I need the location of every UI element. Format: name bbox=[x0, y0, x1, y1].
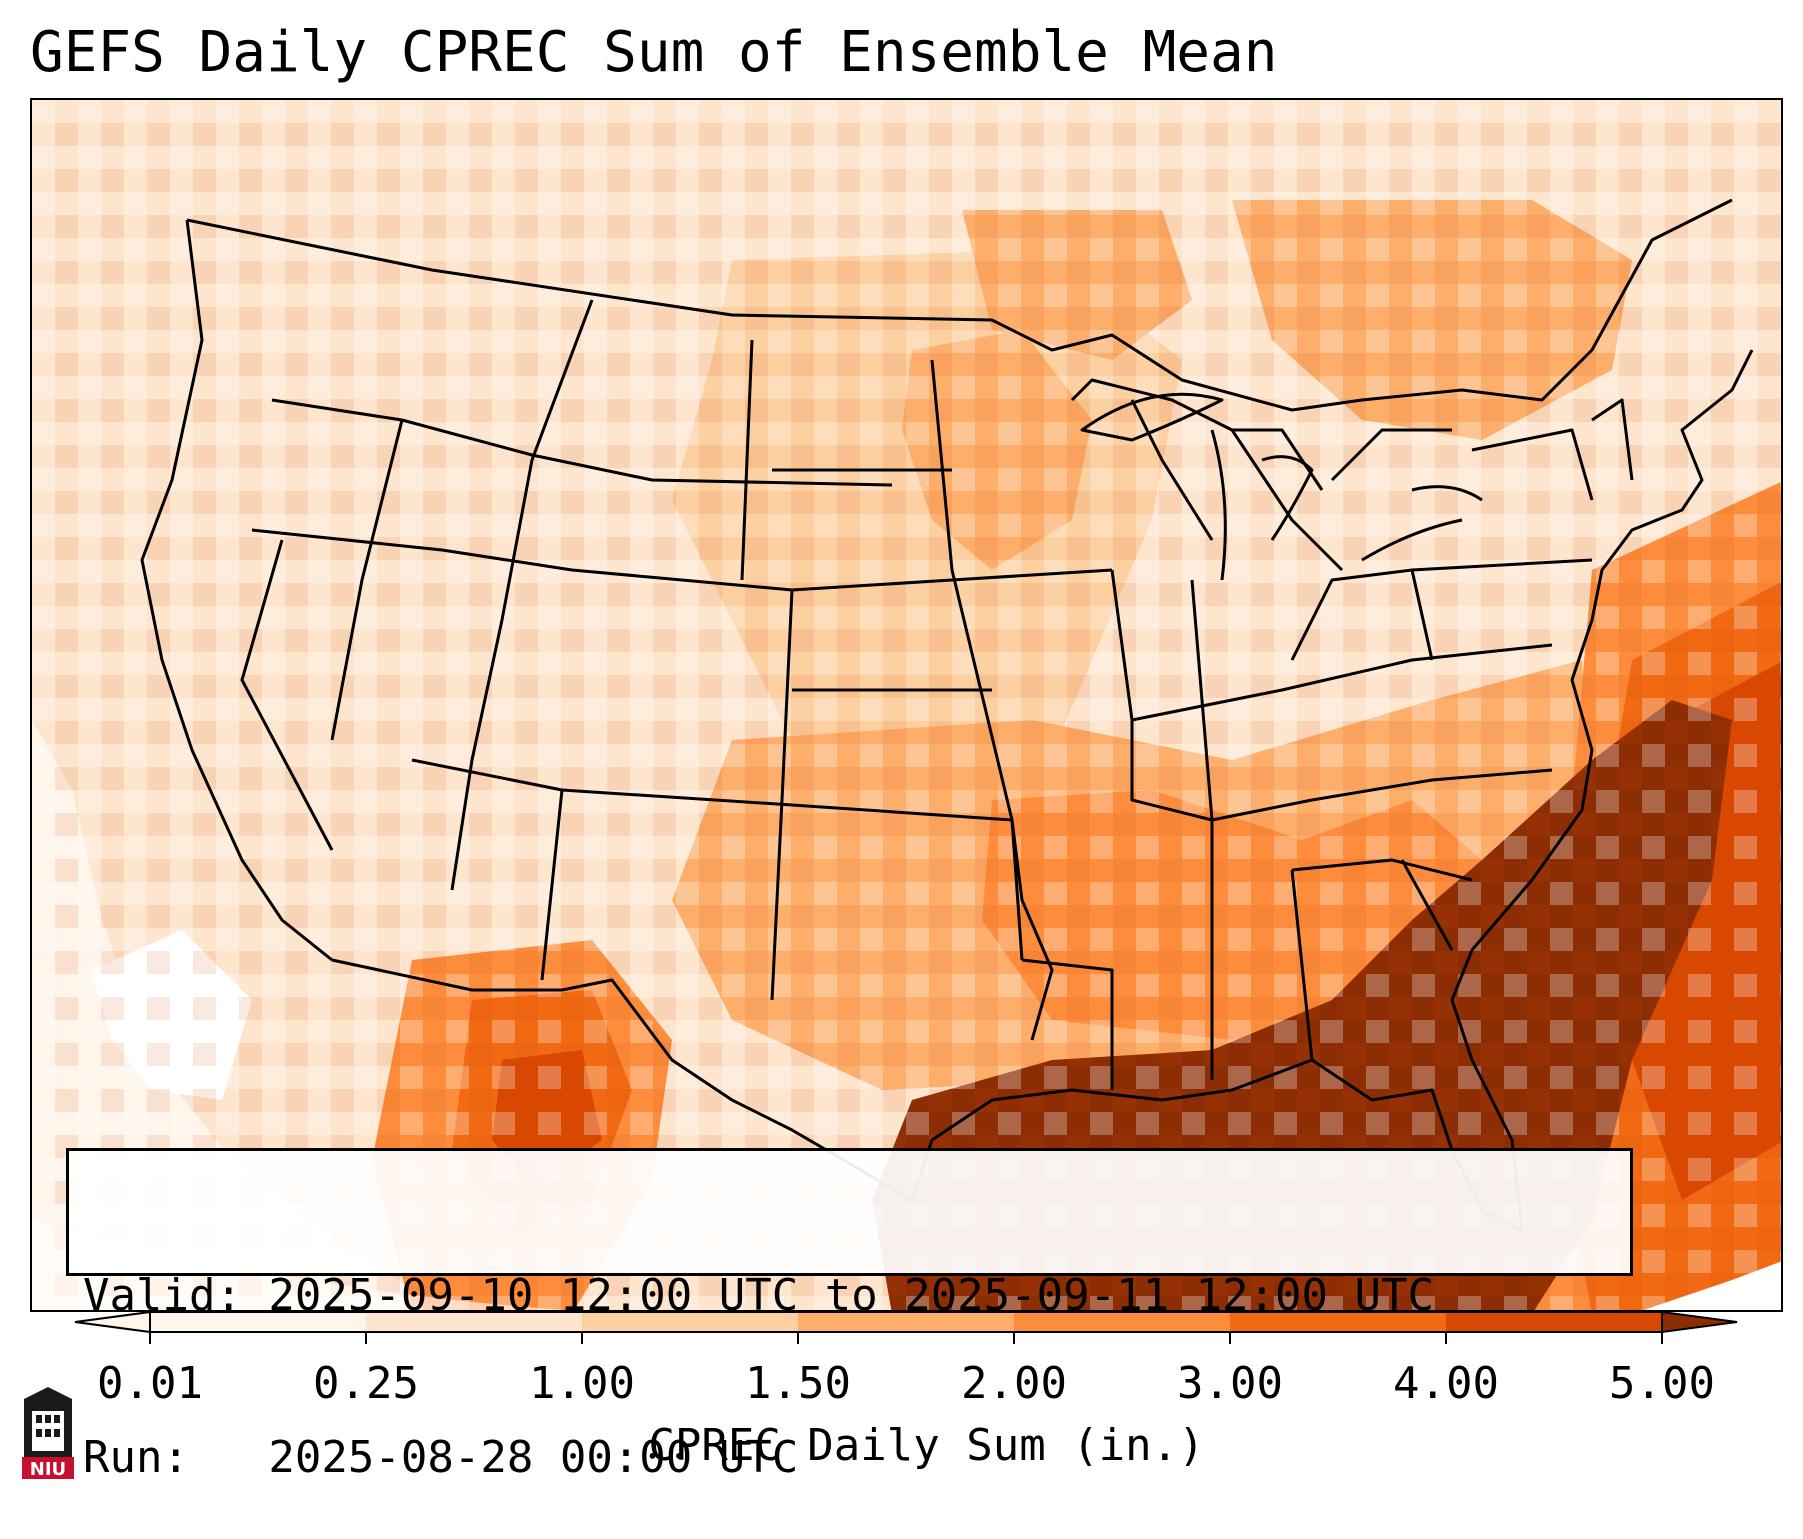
colorbar-segment bbox=[1446, 1312, 1662, 1332]
colorbar-tick-label: 2.00 bbox=[961, 1358, 1067, 1409]
colorbar-tick-label: 4.00 bbox=[1393, 1358, 1499, 1409]
colorbar-tick-label: 5.00 bbox=[1609, 1358, 1715, 1409]
colorbar-segment bbox=[798, 1312, 1014, 1332]
colorbar-tick-label: 0.01 bbox=[97, 1358, 203, 1409]
colorbar-segment bbox=[150, 1312, 366, 1332]
niu-logo: NIU bbox=[22, 1387, 74, 1480]
colorbar-extend-high bbox=[1661, 1310, 1738, 1334]
colorbar-label: CPREC Daily Sum (in.) bbox=[648, 1420, 1205, 1471]
precip-map bbox=[32, 100, 1781, 1310]
map-panel bbox=[30, 98, 1783, 1312]
colorbar-tick-label: 1.00 bbox=[529, 1358, 635, 1409]
colorbar-segment bbox=[1230, 1312, 1446, 1332]
colorbar-tick-label: 0.25 bbox=[313, 1358, 419, 1409]
run-time-label: Run: 2025-08-28 00:00 UTC bbox=[83, 1432, 799, 1483]
colorbar-segment bbox=[582, 1312, 798, 1332]
map-title: GEFS Daily CPREC Sum of Ensemble Mean bbox=[30, 20, 1278, 85]
colorbar-segment bbox=[366, 1312, 582, 1332]
state-boundaries bbox=[140, 198, 1754, 1232]
logo-text: NIU bbox=[30, 1459, 66, 1480]
valid-run-info-box: Valid: 2025-09-10 12:00 UTC to 2025-09-1… bbox=[66, 1148, 1633, 1483]
precip-field bbox=[32, 100, 1781, 1310]
colorbar-tick-label: 1.50 bbox=[745, 1358, 851, 1409]
colorbar-outline bbox=[149, 1311, 1663, 1333]
colorbar bbox=[74, 1310, 1738, 1344]
colorbar-extend-low bbox=[74, 1310, 151, 1334]
colorbar-segment bbox=[1014, 1312, 1230, 1332]
colorbar-tick-label: 3.00 bbox=[1177, 1358, 1283, 1409]
